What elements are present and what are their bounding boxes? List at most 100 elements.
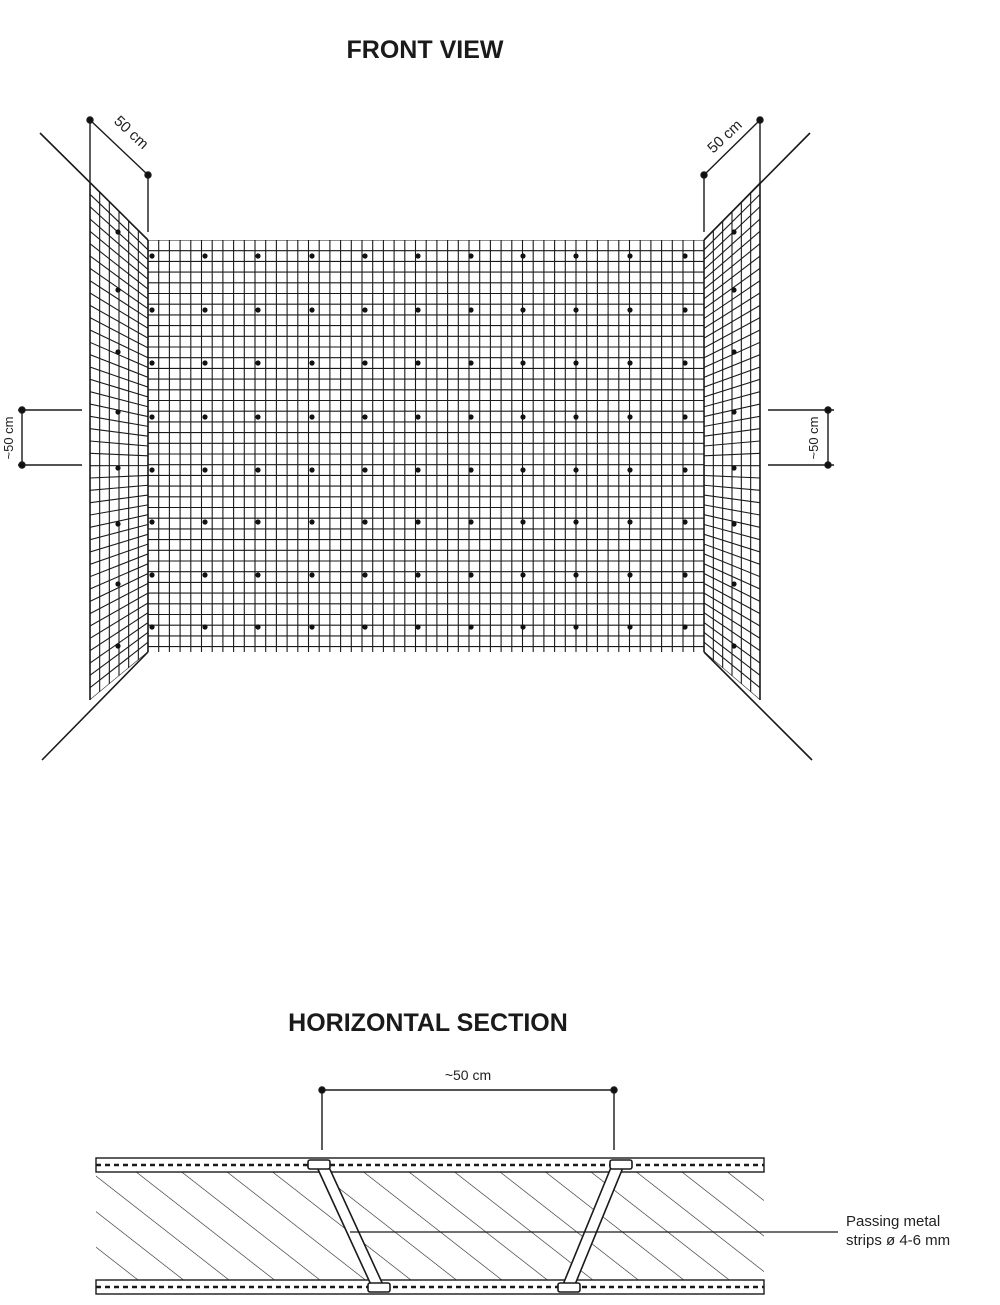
anchor-dot — [573, 519, 579, 525]
anchor-dot — [309, 519, 315, 525]
anchor-dot — [362, 360, 368, 366]
anchor-dot — [573, 467, 579, 473]
anchor-dot — [520, 572, 526, 578]
mesh-wire-horizontal — [704, 230, 760, 280]
anchor-dot — [415, 414, 421, 420]
anchor-dot — [731, 349, 737, 355]
anchor-dot — [115, 521, 121, 527]
anchor-dot — [627, 253, 633, 259]
mesh-wire-horizontal — [90, 553, 148, 578]
dimension-top-left-label: 50 cm — [110, 113, 151, 153]
anchor-dot — [115, 409, 121, 415]
anchor-dot — [309, 624, 315, 630]
anchor-dot — [573, 624, 579, 630]
anchor-dot — [468, 572, 474, 578]
mesh-wire-horizontal — [90, 543, 148, 565]
mesh-wire-horizontal — [90, 428, 148, 437]
anchor-dot — [731, 581, 737, 587]
mesh-wire-horizontal — [90, 243, 148, 290]
anchor-dot — [731, 229, 737, 235]
anchor-dot — [415, 519, 421, 525]
mesh-wire-horizontal — [704, 592, 760, 627]
mesh-wire-horizontal — [704, 428, 760, 437]
anchor-dot — [362, 572, 368, 578]
anchor-dot — [309, 467, 315, 473]
anchor-dot — [309, 360, 315, 366]
anchor-dot — [573, 414, 579, 420]
mesh-wire-horizontal — [90, 494, 148, 504]
section-dimension — [318, 1086, 618, 1150]
anchor-dot — [202, 519, 208, 525]
anchor-dot — [682, 360, 688, 366]
mesh-wire-horizontal — [90, 391, 148, 408]
mesh-wire-horizontal — [90, 415, 148, 427]
mesh-wire-horizontal — [90, 612, 148, 652]
anchor-dot — [202, 624, 208, 630]
mesh-wire-horizontal — [90, 504, 148, 516]
anchor-dot — [255, 307, 261, 313]
anchor-dot — [255, 414, 261, 420]
anchor-dot — [115, 643, 121, 649]
anchor-dot — [149, 572, 155, 578]
anchor-dot — [520, 624, 526, 630]
horizontal-section-title: HORIZONTAL SECTION — [288, 1009, 568, 1037]
anchor-dot — [468, 253, 474, 259]
anchor-dot — [362, 519, 368, 525]
mesh-wire-horizontal — [90, 651, 148, 700]
anchor-dot — [362, 307, 368, 313]
mesh-wire-horizontal — [704, 341, 760, 369]
anchor-dot — [415, 307, 421, 313]
anchor-dot — [362, 467, 368, 473]
front-view-title: FRONT VIEW — [347, 36, 504, 64]
mesh-wire-horizontal — [90, 533, 148, 553]
anchor-dot — [682, 624, 688, 630]
anchor-dot — [202, 572, 208, 578]
anchor-dot — [255, 624, 261, 630]
anchor-dot — [362, 414, 368, 420]
anchor-dot — [202, 307, 208, 313]
anchor-dot — [415, 360, 421, 366]
anchor-dot — [573, 572, 579, 578]
anchor-dot — [468, 467, 474, 473]
anchor-dot — [731, 409, 737, 415]
mesh-wire-horizontal — [90, 440, 148, 447]
anchor-dot — [309, 414, 315, 420]
anchor-dot — [415, 624, 421, 630]
mesh-wire-horizontal — [704, 304, 760, 339]
anchor-dot — [627, 307, 633, 313]
anchor-dot — [682, 253, 688, 259]
mesh-wire-horizontal — [90, 573, 148, 602]
mesh-wire-horizontal — [90, 523, 148, 541]
note-line-2: strips ø 4-6 mm — [846, 1232, 950, 1249]
mesh-wire-horizontal — [90, 304, 148, 339]
mesh-wire-horizontal — [90, 474, 148, 479]
mesh-wire-horizontal — [90, 317, 148, 349]
anchor-dot — [309, 253, 315, 259]
anchor-dot — [202, 414, 208, 420]
mesh-wire-horizontal — [90, 182, 148, 241]
anchor-dot — [202, 467, 208, 473]
anchor-dot — [731, 287, 737, 293]
mesh-wire-horizontal — [704, 612, 760, 652]
mesh-wire-horizontal — [704, 602, 760, 639]
anchor-dot — [255, 253, 261, 259]
top-mesh-layer — [95, 1157, 765, 1173]
anchor-dot — [149, 414, 155, 420]
mesh-wire-horizontal — [90, 452, 148, 457]
dimension-side-left-label: ~50 cm — [1, 417, 16, 460]
anchor-dot — [255, 572, 261, 578]
mesh-wire-horizontal — [704, 317, 760, 349]
mesh-wire-horizontal — [704, 514, 760, 528]
anchor-dot — [362, 253, 368, 259]
anchor-dot — [415, 572, 421, 578]
mesh-wire-horizontal — [704, 582, 760, 615]
dimension-side-right — [768, 406, 834, 469]
mesh-wire-horizontal — [90, 631, 148, 676]
anchor-dot — [255, 519, 261, 525]
mesh-wire-horizontal — [90, 484, 148, 491]
anchor-dot — [682, 307, 688, 313]
mesh-wire-horizontal — [704, 474, 760, 479]
wall-hatch — [96, 1172, 764, 1280]
mesh-wire-horizontal — [704, 329, 760, 359]
